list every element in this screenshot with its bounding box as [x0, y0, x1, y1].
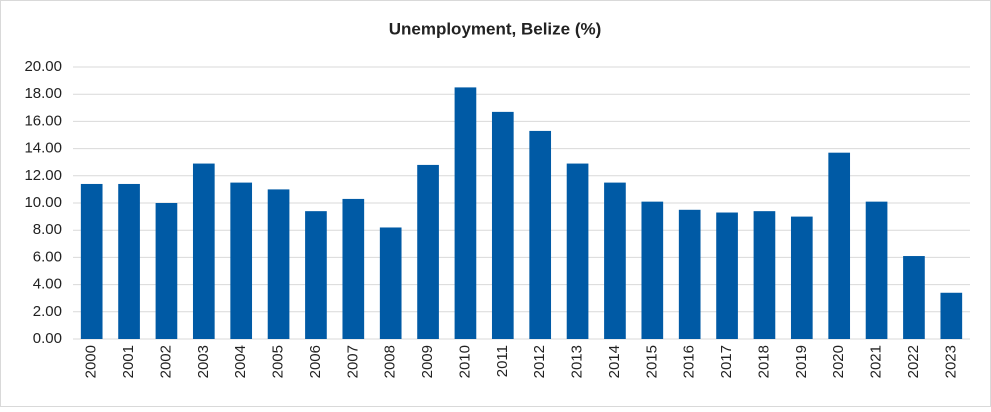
bar [940, 292, 963, 339]
x-tick-label: 2014 [606, 345, 623, 378]
bar [753, 211, 776, 339]
bar [566, 163, 589, 339]
x-tick-label: 2001 [120, 345, 137, 378]
x-tick-label: 2021 [868, 345, 885, 378]
x-tick-label: 2020 [830, 345, 847, 378]
x-tick-label: 2018 [755, 345, 772, 378]
x-tick-label: 2006 [307, 345, 324, 378]
x-tick-label: 2016 [681, 345, 698, 378]
bar [491, 111, 514, 339]
bar [305, 211, 327, 339]
x-tick-label: 2008 [382, 345, 399, 378]
x-tick-label: 2009 [419, 345, 436, 378]
bar [342, 198, 365, 339]
y-tick-label: 6.00 [33, 248, 62, 265]
x-tick-label: 2000 [83, 345, 100, 378]
bar [716, 212, 738, 339]
bar [790, 216, 813, 339]
y-tick-label: 4.00 [33, 276, 62, 293]
y-tick-label: 16.00 [24, 112, 62, 129]
bar [865, 201, 888, 339]
y-tick-label: 0.00 [33, 330, 62, 347]
x-tick-label: 2003 [195, 345, 212, 378]
bar [454, 87, 477, 340]
x-tick-label: 2004 [232, 345, 249, 378]
bar [417, 164, 439, 339]
x-tick-label: 2012 [531, 345, 548, 378]
x-tick-label: 2017 [718, 345, 735, 378]
y-tick-label: 18.00 [24, 85, 62, 102]
bar [379, 227, 402, 339]
bar [192, 163, 215, 339]
bar [529, 130, 552, 339]
y-tick-label: 10.00 [24, 194, 62, 211]
y-tick-label: 2.00 [33, 303, 62, 320]
x-tick-label: 2023 [942, 345, 959, 378]
bar [267, 189, 290, 339]
x-tick-label: 2005 [270, 345, 287, 378]
x-tick-label: 2010 [456, 345, 473, 378]
bar [230, 182, 253, 339]
bar [604, 182, 626, 339]
y-tick-label: 8.00 [33, 221, 62, 238]
x-tick-label: 2011 [494, 345, 511, 377]
bar [678, 209, 701, 339]
x-tick-label: 2007 [344, 345, 361, 378]
bar [155, 203, 178, 339]
x-tick-label: 2015 [643, 345, 660, 378]
bar [80, 183, 103, 339]
bar [903, 256, 925, 339]
x-tick-label: 2019 [793, 345, 810, 378]
y-tick-label: 20.00 [24, 58, 62, 75]
y-tick-label: 14.00 [24, 140, 62, 157]
chart-title: Unemployment, Belize (%) [389, 19, 602, 38]
bar [828, 152, 851, 339]
x-tick-label: 2002 [157, 345, 174, 378]
x-tick-label: 2022 [905, 345, 922, 378]
y-tick-label: 12.00 [24, 167, 62, 184]
bar [641, 201, 664, 339]
x-tick-label: 2013 [569, 345, 586, 378]
bar [118, 183, 140, 339]
